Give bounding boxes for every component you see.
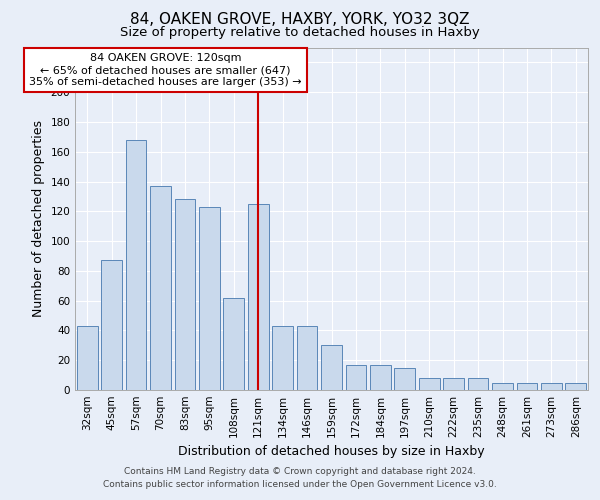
Text: Contains HM Land Registry data © Crown copyright and database right 2024.: Contains HM Land Registry data © Crown c…: [124, 468, 476, 476]
X-axis label: Distribution of detached houses by size in Haxby: Distribution of detached houses by size …: [178, 446, 485, 458]
Bar: [125, 140, 146, 390]
Bar: [150, 186, 171, 390]
Bar: [419, 378, 440, 390]
Bar: [223, 298, 244, 390]
Bar: [175, 200, 196, 390]
Bar: [101, 260, 122, 390]
Bar: [467, 378, 488, 390]
Bar: [541, 382, 562, 390]
Text: 84 OAKEN GROVE: 120sqm
← 65% of detached houses are smaller (647)
35% of semi-de: 84 OAKEN GROVE: 120sqm ← 65% of detached…: [29, 54, 302, 86]
Bar: [517, 382, 538, 390]
Text: Size of property relative to detached houses in Haxby: Size of property relative to detached ho…: [120, 26, 480, 39]
Bar: [272, 326, 293, 390]
Y-axis label: Number of detached properties: Number of detached properties: [32, 120, 45, 318]
Bar: [443, 378, 464, 390]
Bar: [394, 368, 415, 390]
Text: 84, OAKEN GROVE, HAXBY, YORK, YO32 3QZ: 84, OAKEN GROVE, HAXBY, YORK, YO32 3QZ: [130, 12, 470, 28]
Bar: [370, 364, 391, 390]
Bar: [565, 382, 586, 390]
Bar: [321, 346, 342, 390]
Bar: [492, 382, 513, 390]
Bar: [296, 326, 317, 390]
Bar: [346, 364, 367, 390]
Bar: [248, 204, 269, 390]
Text: Contains public sector information licensed under the Open Government Licence v3: Contains public sector information licen…: [103, 480, 497, 489]
Bar: [199, 207, 220, 390]
Bar: [77, 326, 98, 390]
